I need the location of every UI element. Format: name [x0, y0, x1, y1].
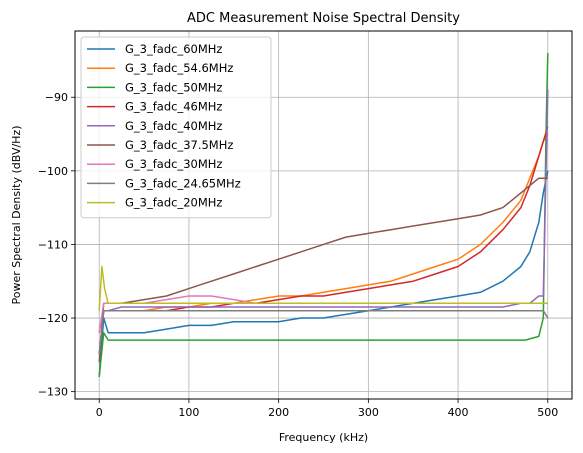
x-tick-label: 200: [268, 406, 289, 419]
legend-label: G_3_fadc_40MHz: [125, 119, 222, 133]
y-tick-label: −100: [38, 165, 68, 178]
plot-area-frame: [74, 30, 573, 400]
series-line-0: [98, 170, 549, 377]
series-line-5: [98, 177, 548, 363]
x-tick-label: 300: [358, 406, 379, 419]
y-axis-label: Power Spectral Density (dBV/Hz): [10, 125, 23, 304]
legend-label: G_3_fadc_30MHz: [125, 157, 222, 171]
legend-label: G_3_fadc_50MHz: [125, 80, 222, 94]
chart-title: ADC Measurement Noise Spectral Density: [187, 11, 460, 26]
legend-label: G_3_fadc_60MHz: [125, 42, 222, 56]
series-line-7: [98, 309, 549, 355]
series-line-8: [98, 265, 548, 311]
legend-label: G_3_fadc_46MHz: [125, 100, 222, 114]
y-tick-label: −120: [38, 312, 68, 325]
series-layer: [98, 53, 549, 377]
y-tick-label: −90: [45, 91, 68, 104]
x-tick-label: 100: [178, 406, 199, 419]
y-tick-label: −110: [38, 238, 68, 251]
legend-label: G_3_fadc_24.65MHz: [125, 176, 241, 190]
x-tick-label: 0: [96, 406, 103, 419]
y-tick-label: −130: [38, 386, 68, 399]
legend-box: [80, 36, 272, 219]
x-tick-label: 400: [448, 406, 469, 419]
series-line-2: [98, 53, 549, 377]
x-axis-label: Frequency (kHz): [279, 431, 368, 444]
legend-label: G_3_fadc_54.6MHz: [125, 61, 233, 75]
ticks: 0 100 200 300 400 500 −130 −120 −110 −100 −90: [38, 91, 558, 419]
legend-label: G_3_fadc_37.5MHz: [125, 138, 233, 152]
legend: G_3_fadc_60MHz G_3_fadc_54.6MHz G_3_fadc_5…: [80, 36, 272, 219]
x-tick-label: 500: [537, 406, 558, 419]
legend-label: G_3_fadc_20MHz: [125, 196, 222, 210]
